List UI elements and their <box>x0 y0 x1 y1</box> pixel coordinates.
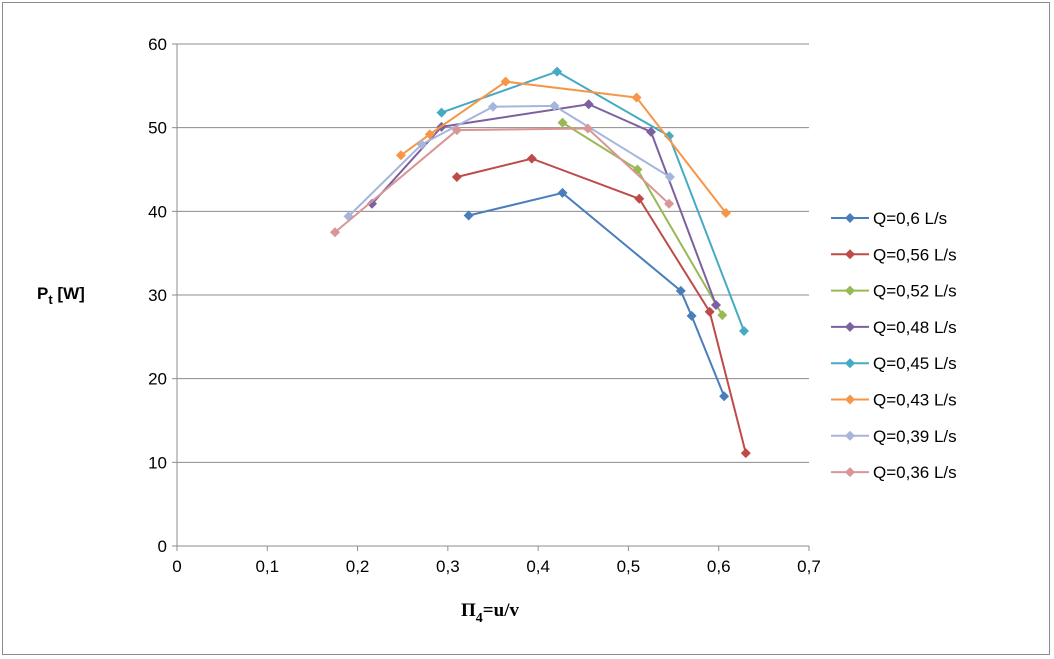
y-tick-label-4: 40 <box>148 202 167 221</box>
legend-marker-7 <box>845 430 855 441</box>
series-4-point-5 <box>711 300 722 311</box>
x-tick-label-0: 0 <box>172 557 181 576</box>
legend-label-7: Q=0,39 L/s <box>873 427 957 446</box>
legend-item-3: Q=0,52 L/s <box>831 282 957 301</box>
series-2-point-3 <box>634 193 645 204</box>
legend-marker-1 <box>845 213 855 223</box>
series-4-point-3 <box>583 99 594 110</box>
legend-label-4: Q=0,48 L/s <box>873 318 957 337</box>
series-7-point-5 <box>664 172 675 183</box>
y-tick-label-2: 20 <box>148 370 167 389</box>
x-tick-label-2: 0,2 <box>346 557 370 576</box>
legend-item-6: Q=0,43 L/s <box>831 391 957 410</box>
series-6-point-3 <box>500 76 511 87</box>
legend: Q=0,6 L/s Q=0,56 L/s Q=0,52 L/s Q=0,48 L/s Q… <box>831 209 957 482</box>
y-tick-label-0: 0 <box>158 537 167 556</box>
series-8-point-1 <box>330 227 340 238</box>
series-4-point-1 <box>367 198 378 209</box>
series-8 <box>330 123 675 238</box>
legend-label-6: Q=0,43 L/s <box>873 391 957 410</box>
series-5-point-3 <box>664 131 675 142</box>
series-1-point-5 <box>719 391 730 402</box>
legend-item-4: Q=0,48 L/s <box>831 318 957 337</box>
series-5-point-1 <box>436 107 447 118</box>
series-6-point-2 <box>424 129 435 140</box>
legend-item-2: Q=0,56 L/s <box>831 245 957 264</box>
x-tick-labels: 0 0,1 0,2 0,3 0,4 0,5 0,6 0,7 <box>172 557 821 576</box>
legend-item-8: Q=0,36 L/s <box>831 463 957 482</box>
series-5-line <box>441 70 745 332</box>
legend-marker-4 <box>845 321 855 332</box>
axes <box>172 43 810 551</box>
series-6-point-4 <box>631 92 642 103</box>
x-tick-label-7: 0,7 <box>797 557 821 576</box>
series-8-point-4 <box>664 198 675 209</box>
y-tick-label-6: 60 <box>148 35 167 54</box>
series-5 <box>436 66 749 336</box>
legend-label-8: Q=0,36 L/s <box>873 463 957 482</box>
series-3-point-2 <box>632 164 643 175</box>
series-1-point-3 <box>675 285 686 296</box>
legend-label-5: Q=0,45 L/s <box>873 354 957 373</box>
series-2-point-4 <box>704 306 715 317</box>
series-7 <box>343 100 675 222</box>
line-chart: 0 0,1 0,2 0,3 0,4 0,5 0,6 0,7 0 10 20 30 40 50 60 Q=0… <box>37 35 957 626</box>
series-3 <box>557 117 728 321</box>
x-axis-title: Π4=u/v <box>461 600 519 626</box>
series-1-point-4 <box>686 310 697 321</box>
x-tick-label-4: 0,4 <box>526 557 550 576</box>
series-group <box>330 66 751 459</box>
legend-marker-3 <box>845 285 855 296</box>
series-6-point-1 <box>395 150 406 161</box>
series-1-point-1 <box>463 210 474 221</box>
series-1-point-2 <box>557 187 568 198</box>
series-5-point-2 <box>552 66 563 77</box>
series-7-point-2 <box>416 139 427 150</box>
series-2-point-1 <box>451 172 462 183</box>
y-tick-label-5: 50 <box>148 119 167 138</box>
y-tick-label-3: 30 <box>148 286 167 305</box>
legend-label-3: Q=0,52 L/s <box>873 282 957 301</box>
series-5-point-4 <box>738 325 749 336</box>
legend-label-2: Q=0,56 L/s <box>873 245 957 264</box>
series-7-point-4 <box>549 100 560 111</box>
series-4-point-4 <box>646 126 656 137</box>
x-tick-label-3: 0,3 <box>436 557 460 576</box>
series-8-point-3 <box>582 123 593 134</box>
legend-marker-6 <box>845 394 855 405</box>
series-1 <box>463 187 730 402</box>
x-tick-label-5: 0,5 <box>617 557 641 576</box>
series-8-point-2 <box>451 125 462 136</box>
y-tick-labels: 0 10 20 30 40 50 60 <box>148 35 167 556</box>
legend-marker-5 <box>845 358 855 369</box>
series-7-point-3 <box>488 101 498 112</box>
series-2 <box>451 153 751 459</box>
x-tick-label-1: 0,1 <box>255 557 279 576</box>
series-2-point-2 <box>526 153 537 164</box>
y-tick-label-1: 10 <box>148 453 167 472</box>
legend-label-1: Q=0,6 L/s <box>873 209 947 228</box>
legend-item-1: Q=0,6 L/s <box>831 209 947 228</box>
series-8-line <box>334 127 670 234</box>
series-2-point-5 <box>740 448 751 459</box>
x-tick-label-6: 0,6 <box>707 557 731 576</box>
series-3-line <box>561 121 724 316</box>
legend-marker-2 <box>845 249 855 260</box>
legend-item-5: Q=0,45 L/s <box>831 354 957 373</box>
y-axis-title: Pt [W] <box>37 284 85 307</box>
legend-marker-8 <box>845 467 855 478</box>
series-6-point-5 <box>720 208 731 219</box>
legend-item-7: Q=0,39 L/s <box>831 427 957 446</box>
series-3-point-3 <box>717 310 728 321</box>
series-2-line <box>456 157 747 454</box>
gridlines <box>177 43 809 463</box>
series-3-point-1 <box>557 117 568 128</box>
